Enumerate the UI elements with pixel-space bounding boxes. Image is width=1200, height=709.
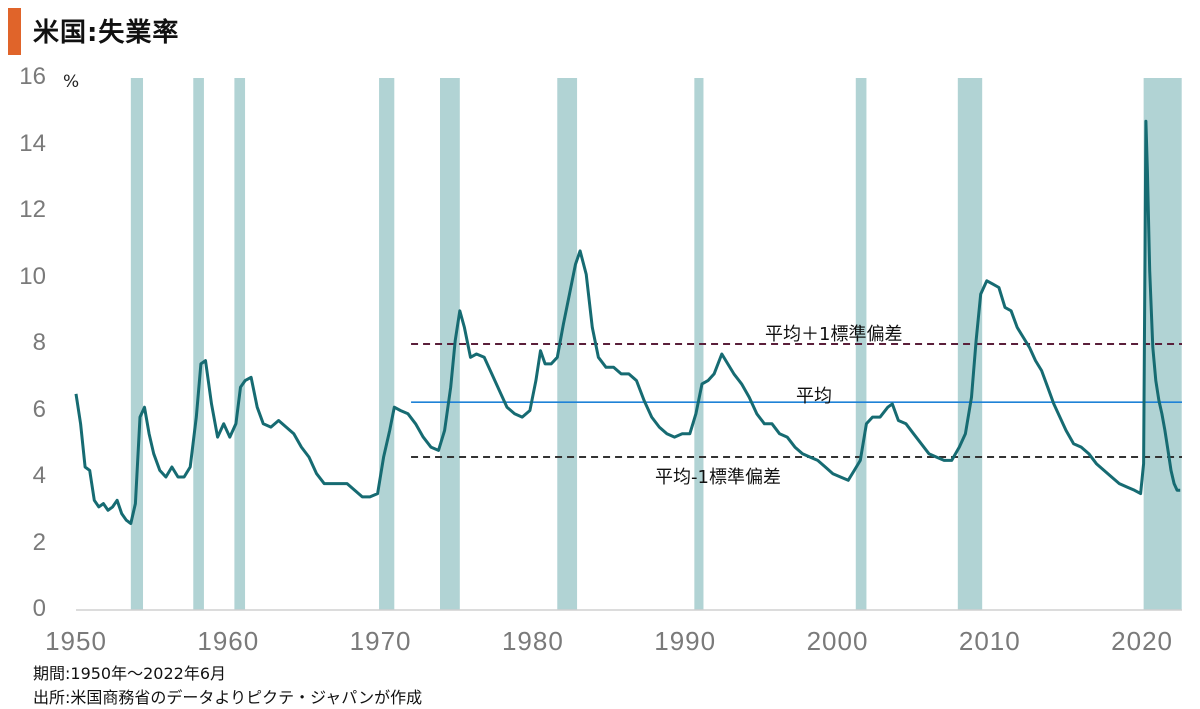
recession-bar	[379, 78, 395, 610]
y-tick-label: 14	[19, 129, 46, 157]
mean-label: 平均	[796, 386, 832, 408]
x-tick-label: 1970	[349, 626, 412, 656]
source-note: 出所:米国商務省のデータよりピクテ・ジャパンが作成	[33, 688, 423, 707]
upper-band-label: 平均＋1標準偏差	[765, 324, 903, 345]
x-tick-label: 2010	[958, 626, 1021, 656]
y-tick-label: 0	[32, 595, 46, 622]
x-tick-label: 2000	[806, 626, 869, 656]
lower-band-label: 平均-1標準偏差	[655, 467, 781, 489]
recession-bar	[234, 78, 246, 610]
x-tick-label: 1980	[501, 626, 564, 656]
y-tick-label: 8	[32, 329, 46, 356]
recession-bar	[193, 78, 204, 610]
y-tick-label: 10	[19, 262, 46, 290]
recession-bar	[130, 78, 144, 610]
period-note: 期間:1950年～2022年6月	[33, 664, 227, 683]
y-tick-label: 2	[32, 528, 46, 556]
y-tick-label: 6	[32, 395, 46, 423]
x-tick-label: 1950	[45, 626, 107, 656]
recession-bar	[694, 78, 704, 610]
x-tick-label: 2020	[1111, 626, 1174, 656]
x-tick-label: 1960	[197, 626, 260, 656]
y-axis-unit: %	[63, 72, 80, 92]
title-accent-bar	[8, 8, 21, 55]
chart-title: 米国:失業率	[33, 18, 180, 48]
y-tick-label: 12	[19, 196, 46, 223]
y-tick-label: 4	[32, 462, 46, 489]
x-tick-label: 1990	[654, 626, 717, 656]
unemployment-line	[74, 119, 1181, 525]
y-tick-label: 16	[19, 63, 46, 90]
